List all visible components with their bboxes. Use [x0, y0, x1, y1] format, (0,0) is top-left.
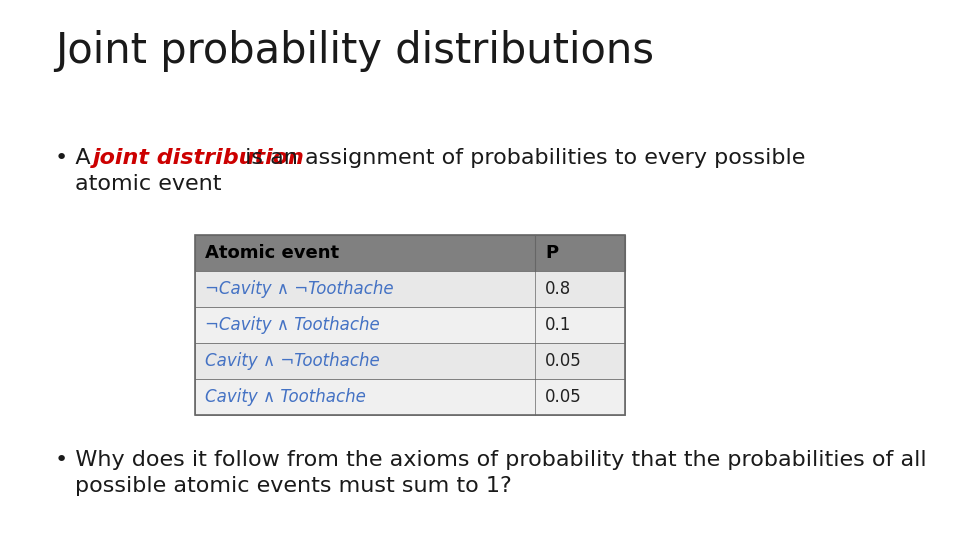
Text: Atomic event: Atomic event: [205, 244, 339, 262]
Bar: [195, 379, 625, 415]
Text: Cavity ∧ ¬Toothache: Cavity ∧ ¬Toothache: [205, 352, 380, 370]
Text: is an assignment of probabilities to every possible: is an assignment of probabilities to eve…: [238, 148, 805, 168]
Text: 0.05: 0.05: [545, 388, 582, 406]
Bar: [195, 235, 625, 415]
Text: P: P: [545, 244, 558, 262]
Text: 0.1: 0.1: [545, 316, 571, 334]
Text: • Why does it follow from the axioms of probability that the probabilities of al: • Why does it follow from the axioms of …: [55, 450, 926, 470]
Bar: [195, 271, 625, 307]
Text: 0.05: 0.05: [545, 352, 582, 370]
Text: • A: • A: [55, 148, 98, 168]
Bar: [195, 235, 625, 271]
Text: Cavity ∧ Toothache: Cavity ∧ Toothache: [205, 388, 366, 406]
Text: atomic event: atomic event: [75, 174, 222, 194]
Text: joint distribution: joint distribution: [93, 148, 305, 168]
Bar: [195, 343, 625, 379]
Bar: [195, 307, 625, 343]
Text: possible atomic events must sum to 1?: possible atomic events must sum to 1?: [75, 476, 512, 496]
Text: 0.8: 0.8: [545, 280, 571, 298]
Text: ¬Cavity ∧ Toothache: ¬Cavity ∧ Toothache: [205, 316, 380, 334]
Text: ¬Cavity ∧ ¬Toothache: ¬Cavity ∧ ¬Toothache: [205, 280, 394, 298]
Text: Joint probability distributions: Joint probability distributions: [55, 30, 654, 72]
